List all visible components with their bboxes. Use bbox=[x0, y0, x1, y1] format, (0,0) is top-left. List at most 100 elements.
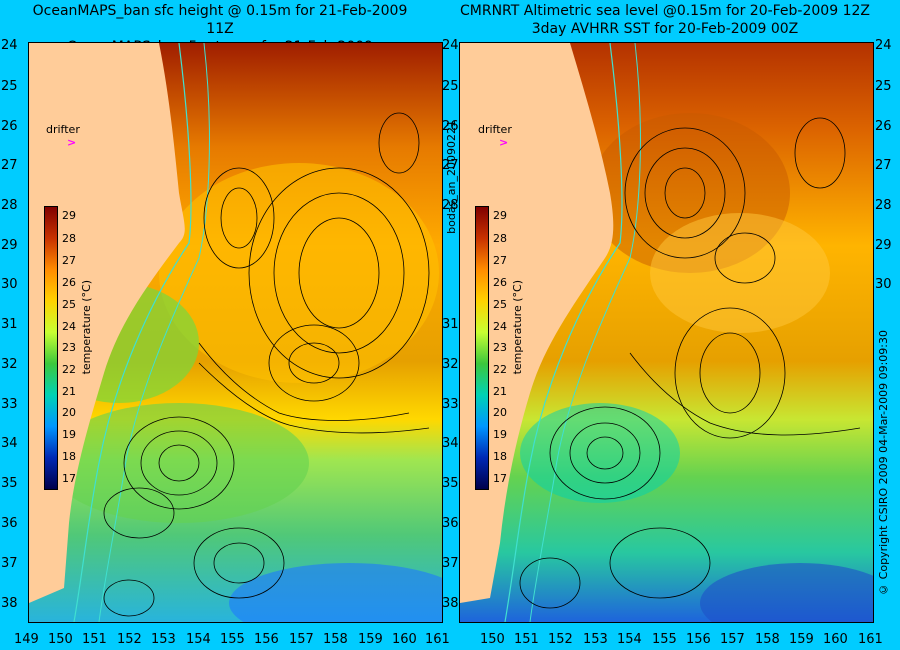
colorbar-tick: 18 bbox=[62, 450, 76, 463]
run-id-label: bodas_an_20090221 bbox=[445, 120, 458, 234]
lat-tick: 27 bbox=[1, 158, 18, 173]
lat-tick: 30 bbox=[1, 277, 18, 292]
lat-tick: 31 bbox=[1, 317, 18, 332]
colorbar-tick: 29 bbox=[62, 209, 76, 222]
lon-tick: 150 bbox=[48, 632, 73, 647]
colorbar-tick: 29 bbox=[493, 209, 507, 222]
lon-tick: 160 bbox=[392, 632, 417, 647]
colorbar-tick: 22 bbox=[493, 363, 507, 376]
lon-tick: 149 bbox=[14, 632, 39, 647]
lat-tick: 38 bbox=[442, 596, 459, 611]
lat-tick: 24 bbox=[1, 38, 18, 53]
left-colorbar bbox=[44, 206, 58, 490]
lat-tick: 26 bbox=[1, 119, 18, 134]
lat-tick: 33 bbox=[1, 397, 18, 412]
lon-tick: 156 bbox=[686, 632, 711, 647]
right-drifter-label: drifter bbox=[478, 123, 512, 136]
lon-tick: 157 bbox=[720, 632, 745, 647]
left-map-panel bbox=[28, 42, 443, 623]
right-drifter-marker: > bbox=[499, 136, 509, 149]
lon-tick: 156 bbox=[254, 632, 279, 647]
lon-tick: 161 bbox=[425, 632, 450, 647]
lat-tick: 29 bbox=[875, 238, 892, 253]
colorbar-tick: 25 bbox=[493, 298, 507, 311]
lat-tick: 30 bbox=[875, 277, 892, 292]
lon-tick: 155 bbox=[652, 632, 677, 647]
lon-tick: 154 bbox=[617, 632, 642, 647]
lat-tick: 25 bbox=[875, 79, 892, 94]
lon-tick: 150 bbox=[480, 632, 505, 647]
lon-tick: 153 bbox=[151, 632, 176, 647]
lat-tick: 27 bbox=[442, 158, 459, 173]
lat-tick: 26 bbox=[875, 119, 892, 134]
right-title-line1: CMRNRT Altimetric sea level @0.15m for 2… bbox=[460, 3, 870, 19]
lon-tick: 151 bbox=[82, 632, 107, 647]
copyright-label: © Copyright CSIRO 2009 04-Mar-2009 09:09… bbox=[877, 330, 890, 596]
lat-tick: 25 bbox=[1, 79, 18, 94]
colorbar-tick: 21 bbox=[62, 385, 76, 398]
lon-tick: 159 bbox=[789, 632, 814, 647]
right-colorbar-label: temperature (°C) bbox=[511, 280, 524, 375]
lon-tick: 155 bbox=[220, 632, 245, 647]
colorbar-tick: 18 bbox=[493, 450, 507, 463]
lon-tick: 152 bbox=[548, 632, 573, 647]
colorbar-tick: 27 bbox=[493, 254, 507, 267]
lat-tick: 37 bbox=[1, 556, 18, 571]
right-colorbar bbox=[475, 206, 489, 490]
colorbar-tick: 27 bbox=[62, 254, 76, 267]
lat-tick: 29 bbox=[1, 238, 18, 253]
colorbar-tick: 26 bbox=[493, 276, 507, 289]
lon-tick: 158 bbox=[323, 632, 348, 647]
colorbar-tick: 20 bbox=[62, 406, 76, 419]
lon-tick: 152 bbox=[117, 632, 142, 647]
left-map bbox=[29, 43, 442, 622]
lat-tick: 35 bbox=[1, 476, 18, 491]
lat-tick: 35 bbox=[442, 476, 459, 491]
right-title-line2: 3day AVHRR SST for 20-Feb-2009 00Z bbox=[531, 21, 799, 37]
colorbar-tick: 21 bbox=[493, 385, 507, 398]
lat-tick: 28 bbox=[875, 198, 892, 213]
colorbar-tick: 22 bbox=[62, 363, 76, 376]
lat-tick: 25 bbox=[442, 79, 459, 94]
left-drifter-label: drifter bbox=[46, 123, 80, 136]
colorbar-tick: 20 bbox=[493, 406, 507, 419]
colorbar-tick: 28 bbox=[62, 232, 76, 245]
lat-tick: 28 bbox=[1, 198, 18, 213]
lon-tick: 154 bbox=[186, 632, 211, 647]
colorbar-tick: 25 bbox=[62, 298, 76, 311]
left-title-line1: OceanMAPS_ban sfc height @ 0.15m for 21-… bbox=[32, 3, 408, 37]
left-colorbar-label: temperature (°C) bbox=[80, 280, 93, 375]
lat-tick: 28 bbox=[442, 198, 459, 213]
lat-tick: 26 bbox=[442, 119, 459, 134]
colorbar-tick: 23 bbox=[493, 341, 507, 354]
right-map bbox=[460, 43, 873, 622]
lat-tick: 32 bbox=[442, 357, 459, 372]
colorbar-tick: 28 bbox=[493, 232, 507, 245]
right-map-panel bbox=[459, 42, 874, 623]
lon-tick: 151 bbox=[514, 632, 539, 647]
lat-tick: 32 bbox=[1, 357, 18, 372]
lat-tick: 37 bbox=[442, 556, 459, 571]
lon-tick: 153 bbox=[583, 632, 608, 647]
colorbar-tick: 26 bbox=[62, 276, 76, 289]
lon-tick: 159 bbox=[358, 632, 383, 647]
colorbar-tick: 24 bbox=[493, 320, 507, 333]
colorbar-tick: 23 bbox=[62, 341, 76, 354]
lon-tick: 158 bbox=[755, 632, 780, 647]
lon-tick: 161 bbox=[858, 632, 883, 647]
left-drifter-marker: > bbox=[67, 136, 77, 149]
lat-tick: 27 bbox=[875, 158, 892, 173]
lat-tick: 31 bbox=[442, 317, 459, 332]
lat-tick: 24 bbox=[442, 38, 459, 53]
colorbar-tick: 17 bbox=[62, 472, 76, 485]
right-title: CMRNRT Altimetric sea level @0.15m for 2… bbox=[440, 2, 890, 38]
lon-tick: 157 bbox=[289, 632, 314, 647]
lon-tick: 160 bbox=[823, 632, 848, 647]
lat-tick: 34 bbox=[1, 436, 18, 451]
lat-tick: 36 bbox=[442, 516, 459, 531]
colorbar-tick: 17 bbox=[493, 472, 507, 485]
lat-tick: 24 bbox=[875, 38, 892, 53]
lat-tick: 33 bbox=[442, 397, 459, 412]
colorbar-tick: 19 bbox=[62, 428, 76, 441]
lat-tick: 34 bbox=[442, 436, 459, 451]
